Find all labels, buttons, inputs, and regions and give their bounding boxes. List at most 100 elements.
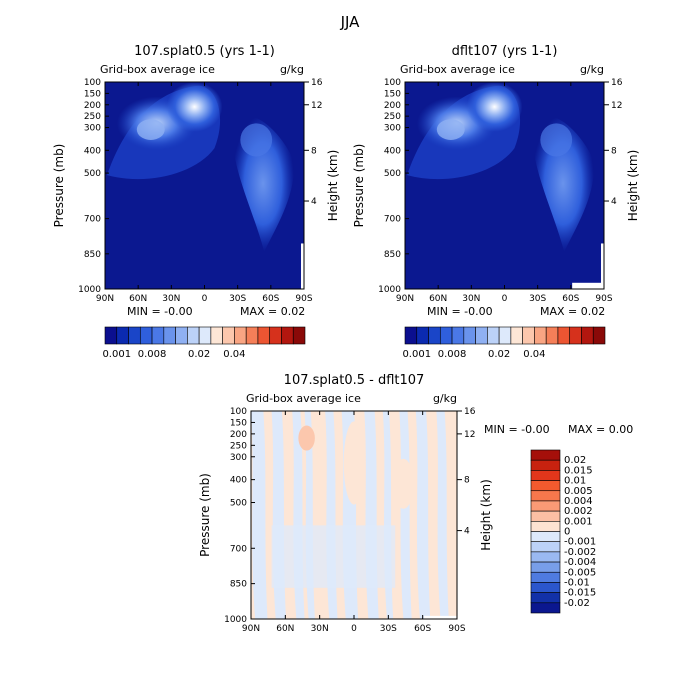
y2-tick-label: 16 <box>311 78 323 88</box>
colorbar-label: -0.01 <box>564 577 590 588</box>
missing-data <box>301 243 304 289</box>
y2-tick-label: 8 <box>464 476 470 486</box>
units-label: g/kg <box>433 392 457 405</box>
y2-tick-label: 4 <box>611 197 617 207</box>
ice-contour <box>436 119 465 140</box>
colorbar-label: 0.02 <box>564 455 586 466</box>
y-tick-label: 500 <box>384 169 401 179</box>
negative-difference-region <box>436 411 449 619</box>
colorbar-swatch <box>187 326 200 345</box>
y-tick-label: 1000 <box>224 615 247 625</box>
y2-axis-title: Height (km) <box>479 479 493 550</box>
colorbar-swatch <box>530 602 561 614</box>
panel-title: 107.splat0.5 - dflt107 <box>284 373 425 388</box>
negative-difference-region <box>271 525 396 588</box>
colorbar-swatch <box>530 582 561 593</box>
colorbar-swatch <box>139 326 153 345</box>
y-tick-label: 150 <box>84 89 101 99</box>
y-tick-label: 1000 <box>78 285 101 295</box>
y2-tick-label: 8 <box>311 146 317 156</box>
colorbar-label: 0.02 <box>188 349 210 360</box>
ice-contour <box>540 123 573 157</box>
colorbar-swatch <box>404 326 418 345</box>
y-tick-label: 250 <box>84 112 101 122</box>
colorbar-swatch <box>530 521 561 532</box>
colorbar-swatch <box>210 326 223 345</box>
colorbar-label: -0.005 <box>564 567 596 578</box>
x-tick-label: 30S <box>380 624 397 634</box>
positive-difference-maximum <box>298 425 315 451</box>
max-label: MAX = 0.02 <box>240 305 305 318</box>
colorbar-swatch <box>269 326 282 345</box>
colorbar-label: 0.001 <box>402 349 431 360</box>
x-tick-label: 30N <box>162 294 180 304</box>
y2-axis-title: Height (km) <box>326 150 340 221</box>
missing-data <box>424 615 457 619</box>
colorbar-swatch <box>222 326 235 345</box>
colorbar-swatch <box>104 326 118 345</box>
colorbar-swatch <box>510 326 523 345</box>
negative-difference-region <box>251 411 268 619</box>
x-tick-label: 0 <box>502 294 508 304</box>
ice-contour <box>240 123 273 157</box>
colorbar-swatch <box>545 326 559 345</box>
ice-maximum-tropics <box>466 82 523 132</box>
colorbar-swatch <box>498 326 512 345</box>
field-label: Grid-box average ice <box>400 63 515 76</box>
colorbar-swatch <box>281 326 294 345</box>
y2-tick-label: 12 <box>311 101 322 111</box>
colorbar-swatch <box>530 592 561 604</box>
missing-data <box>572 282 604 289</box>
x-tick-label: 60S <box>562 294 579 304</box>
colorbar-swatch <box>530 480 561 492</box>
colorbar-label: 0.008 <box>138 349 167 360</box>
colorbar-label: 0.02 <box>488 349 510 360</box>
x-tick-label: 0 <box>202 294 208 304</box>
positive-difference-region <box>343 421 365 505</box>
y-tick-label: 300 <box>230 453 247 463</box>
min-label: MIN = -0.00 <box>127 305 193 318</box>
colorbar-label: -0.004 <box>564 557 596 568</box>
colorbar-swatch <box>292 326 306 345</box>
y2-tick-label: 8 <box>611 146 617 156</box>
x-tick-label: 90N <box>396 294 414 304</box>
x-tick-label: 90N <box>242 624 260 634</box>
chart-panel-1: 107.splat0.5 (yrs 1-1) Grid-box average i… <box>52 44 340 360</box>
colorbar-label: -0.015 <box>564 588 596 599</box>
chart-panel-2: dflt107 (yrs 1-1) Grid-box average ice g/k… <box>352 44 640 360</box>
x-tick-label: 90N <box>96 294 114 304</box>
colorbar-swatch <box>569 326 582 345</box>
y-tick-label: 850 <box>384 250 401 260</box>
y-tick-label: 700 <box>84 215 101 225</box>
y-axis-title: Pressure (mb) <box>52 144 66 228</box>
field-label: Grid-box average ice <box>246 392 361 405</box>
colorbar-swatch <box>163 326 176 345</box>
panel-title: 107.splat0.5 (yrs 1-1) <box>134 44 275 59</box>
colorbar-swatch <box>530 449 561 461</box>
y-tick-label: 850 <box>84 250 101 260</box>
colorbar-swatch <box>530 459 561 471</box>
colorbar-swatch <box>530 571 561 583</box>
min-label: MIN = -0.00 <box>427 305 493 318</box>
colorbar-label: 0.04 <box>523 349 545 360</box>
colorbar-swatch <box>257 326 271 345</box>
field-label: Grid-box average ice <box>100 63 215 76</box>
colorbar-label: 0.04 <box>223 349 245 360</box>
x-tick-label: 60S <box>262 294 279 304</box>
ice-maximum-tropics <box>166 82 223 132</box>
y-tick-label: 500 <box>84 169 101 179</box>
y2-tick-label: 4 <box>311 197 317 207</box>
colorbar-swatch <box>530 561 561 573</box>
colorbar-swatch <box>439 326 453 345</box>
y-tick-label: 250 <box>384 112 401 122</box>
x-tick-label: 30N <box>462 294 480 304</box>
y-tick-label: 850 <box>230 580 247 590</box>
positive-difference-region <box>393 458 414 509</box>
colorbar-label: -0.001 <box>564 537 596 548</box>
colorbar-swatch <box>416 326 429 345</box>
units-label: g/kg <box>580 63 604 76</box>
colorbar-swatch <box>151 326 165 345</box>
y-tick-label: 200 <box>84 101 101 111</box>
x-tick-label: 30N <box>311 624 329 634</box>
